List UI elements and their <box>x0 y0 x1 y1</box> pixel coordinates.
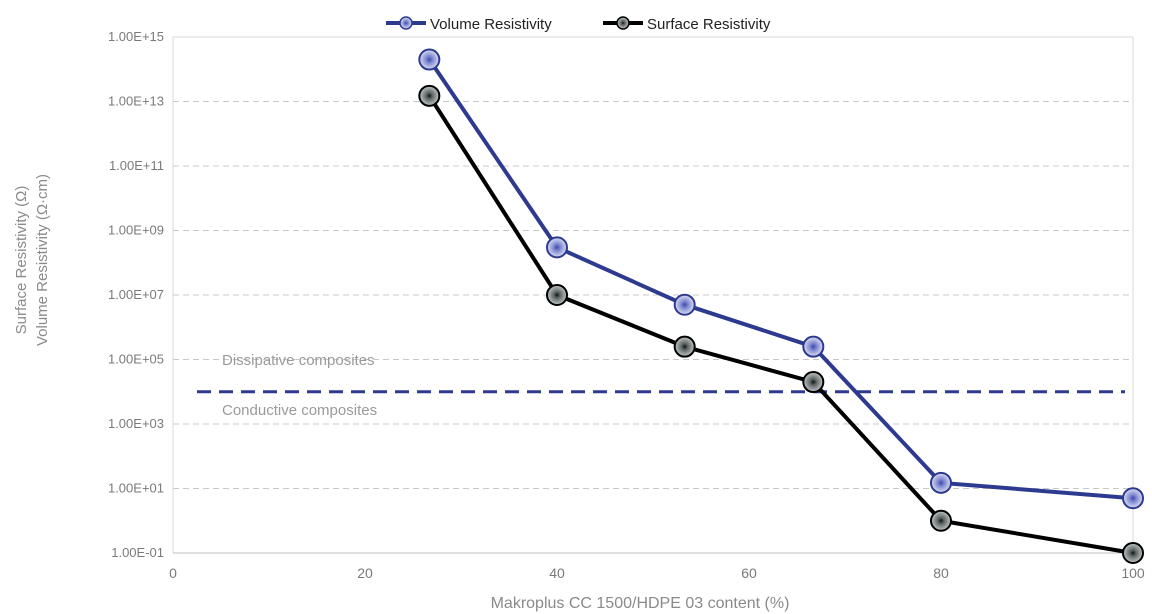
data-point-surface <box>930 509 952 532</box>
series-line-volume <box>427 58 1134 501</box>
data-point-volume <box>1122 487 1144 510</box>
axes <box>172 36 1134 554</box>
x-tick-label: 40 <box>549 565 565 581</box>
y-tick-label: 1.00E+05 <box>108 352 164 367</box>
data-point-surface <box>673 335 696 358</box>
y-tick-label: 1.00E-01 <box>111 545 164 560</box>
conductive-label: Conductive composites <box>222 402 377 419</box>
threshold-line-group: Dissipative composites Conductive composi… <box>197 352 1125 419</box>
data-point-surface <box>802 371 825 394</box>
x-tick-label: 0 <box>169 565 177 581</box>
y-tick-label: 1.00E+15 <box>108 29 164 44</box>
y-tick-label: 1.00E+03 <box>108 416 164 431</box>
data-point-surface <box>418 84 441 107</box>
legend-marker <box>616 16 630 30</box>
gridlines <box>173 36 1133 489</box>
data-point-volume <box>418 48 441 71</box>
dissipative-label: Dissipative composites <box>222 352 375 369</box>
y-tick-label: 1.00E+11 <box>109 158 164 173</box>
x-tick-label: 20 <box>357 565 373 581</box>
legend-label: Volume Resistivity <box>430 16 552 33</box>
legend-marker <box>399 16 413 30</box>
legend: Volume Resistivity Surface Resistivity <box>386 16 771 33</box>
y-tick-label: 1.00E+01 <box>108 481 164 496</box>
y-tick-label: 1.00E+07 <box>108 287 164 302</box>
data-point-surface <box>1122 542 1144 564</box>
x-tick-label: 100 <box>1121 565 1145 581</box>
x-tick-label: 80 <box>933 565 949 581</box>
data-point-volume <box>546 236 568 259</box>
series-lines <box>418 48 1144 564</box>
x-tick-labels: 0 20 40 60 80 100 <box>169 565 1145 581</box>
y-axis-label-line-1: Surface Resistivity (Ω) <box>13 186 30 335</box>
y-tick-label: 1.00E+13 <box>108 94 164 109</box>
x-axis-label: Makroplus CC 1500/HDPE 03 content (%) <box>491 595 790 612</box>
data-point-volume <box>930 471 952 494</box>
data-point-volume <box>802 335 825 358</box>
y-axis-label-line-2: Volume Resistivity (Ω·cm) <box>34 174 51 346</box>
y-tick-labels: 1.00E-01 1.00E+01 1.00E+03 1.00E+05 1.00E+07… <box>108 29 164 560</box>
x-tick-label: 60 <box>741 565 757 581</box>
data-point-surface <box>546 284 568 306</box>
data-point-volume <box>673 293 696 316</box>
series-line-surface <box>427 94 1134 555</box>
y-tick-label: 1.00E+09 <box>108 223 164 238</box>
legend-label: Surface Resistivity <box>647 16 771 33</box>
